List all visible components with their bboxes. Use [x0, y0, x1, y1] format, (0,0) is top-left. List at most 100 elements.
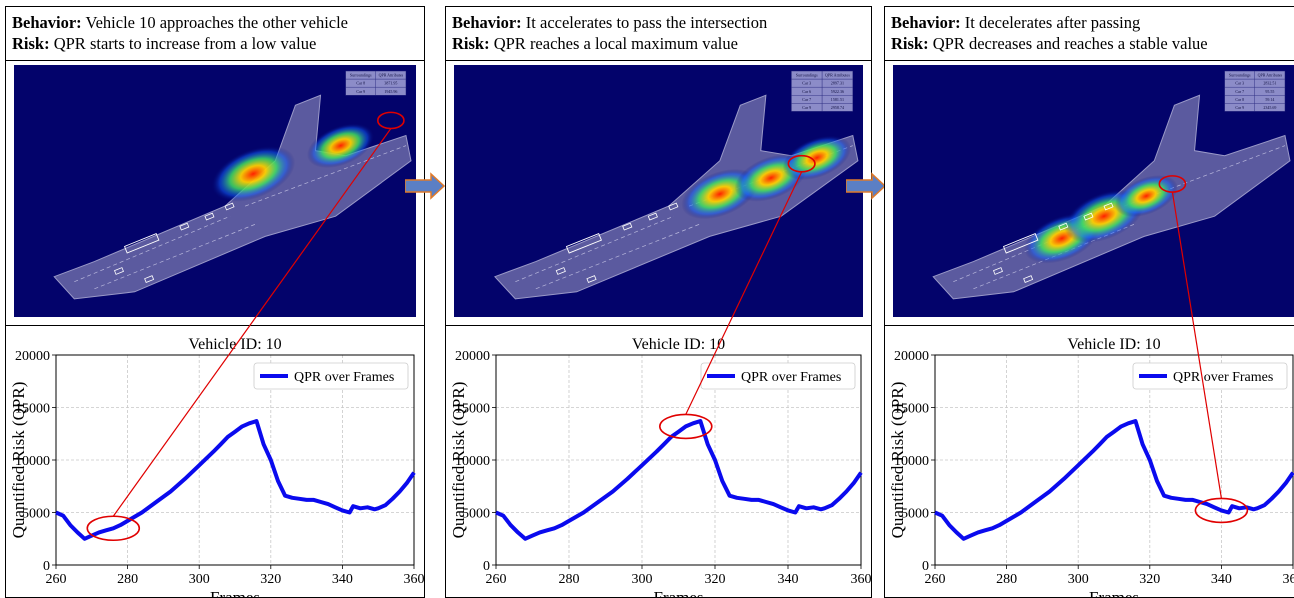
table-header-text: QPR Attributes — [1258, 73, 1283, 78]
x-tick-label: 340 — [332, 572, 353, 587]
table-header-text: Surroundings — [1229, 73, 1251, 78]
y-tick-label: 15000 — [894, 402, 929, 417]
qpr-attributes-table: Surroundings QPR Attributes Car 3 2897.31 Ca… — [791, 70, 853, 112]
behavior-text: It accelerates to pass the intersection — [525, 13, 768, 32]
y-tick-label: 5000 — [901, 507, 929, 522]
bev-risk-map: Surroundings QPR Attributes Car 8 3871.95 Ca… — [14, 65, 416, 317]
table-cell-text: 1945.96 — [384, 89, 397, 94]
qpr-chart-svg: Vehicle ID: 10 260 280 300 320 340 360 0 5000 100… — [449, 336, 872, 598]
table-cell-text: Car 9 — [1235, 105, 1244, 110]
qpr-series-line — [495, 419, 863, 541]
vehicle-box — [647, 212, 658, 221]
right-arrow-icon — [404, 172, 446, 200]
map-frame: Surroundings QPR Attributes Car 8 3871.95 Ca… — [6, 61, 424, 326]
table-header-text: Surroundings — [796, 73, 818, 78]
x-tick-label: 320 — [705, 572, 726, 587]
qpr-attributes-table: Surroundings QPR Attributes Car 3 2832.51 Ca… — [1224, 70, 1286, 112]
x-tick-label: 360 — [404, 572, 425, 587]
risk-text: QPR decreases and reaches a stable value — [932, 34, 1208, 53]
x-tick-label: 280 — [117, 572, 138, 587]
y-tick-label: 15000 — [15, 402, 50, 417]
y-tick-label: 5000 — [22, 507, 50, 522]
chart-title: Vehicle ID: 10 — [188, 336, 281, 353]
table-cell-text: 2832.51 — [1263, 81, 1276, 86]
risk-label: Risk: — [452, 34, 490, 53]
qpr-chart: Vehicle ID: 10 260 280 300 320 340 360 0 5000 100… — [885, 325, 1294, 598]
panel-1: Behavior: Vehicle 10 approaches the othe… — [5, 6, 425, 598]
y-tick-label: 20000 — [15, 349, 50, 364]
bev-risk-map: Surroundings QPR Attributes Car 3 2832.51 Ca… — [893, 65, 1294, 317]
table-cell-text: 5922.36 — [831, 89, 844, 94]
risk-heat-blob — [782, 135, 852, 181]
y-tick-label: 10000 — [15, 454, 50, 469]
table-header-text: Surroundings — [350, 73, 372, 78]
qpr-chart-svg: Vehicle ID: 10 260 280 300 320 340 360 0 5000 100… — [9, 336, 425, 598]
table-cell-text: 2897.31 — [831, 81, 844, 86]
y-tick-label: 15000 — [455, 402, 490, 417]
x-tick-label: 280 — [996, 572, 1017, 587]
table-cell — [1254, 103, 1286, 112]
qpr-series-line — [55, 419, 416, 541]
vehicle-box — [1103, 202, 1114, 211]
panel-2: Behavior: It accelerates to pass the int… — [445, 6, 872, 598]
table-cell-text: Car 3 — [1235, 81, 1244, 86]
panel-header: Behavior: It accelerates to pass the int… — [446, 7, 871, 61]
x-tick-label: 360 — [851, 572, 872, 587]
table-cell-text: Car 8 — [356, 81, 365, 86]
panel-header: Behavior: It decelerates after passing R… — [885, 7, 1294, 61]
vehicle-box — [668, 202, 679, 211]
table-header-text: QPR Attributes — [379, 73, 404, 78]
qpr-chart: Vehicle ID: 10 260 280 300 320 340 360 0 5000 100… — [6, 325, 425, 598]
panel-header: Behavior: Vehicle 10 approaches the othe… — [6, 7, 424, 61]
behavior-label: Behavior: — [452, 13, 522, 32]
map-frame: Surroundings QPR Attributes Car 3 2832.51 Ca… — [885, 61, 1294, 326]
vehicle-box — [1083, 212, 1094, 221]
risk-label: Risk: — [12, 34, 50, 53]
table-cell-text: 1581.51 — [831, 97, 844, 102]
x-axis-label: Frames — [210, 588, 260, 598]
risk-heat-blob — [1114, 175, 1178, 217]
x-tick-label: 300 — [632, 572, 653, 587]
vehicle-box — [1058, 222, 1069, 231]
table-cell-text: Car 9 — [356, 89, 365, 94]
x-tick-label: 260 — [486, 572, 507, 587]
y-axis-label: Quantified Risk (QPR) — [449, 382, 468, 539]
qpr-series-line — [934, 419, 1294, 541]
road-area — [494, 94, 859, 300]
panel-3: Behavior: It decelerates after passing R… — [884, 6, 1294, 598]
bus-box — [565, 233, 602, 254]
chart-title: Vehicle ID: 10 — [632, 336, 725, 353]
y-tick-label: 0 — [483, 559, 490, 574]
x-tick-label: 260 — [925, 572, 946, 587]
table-cell-text: Car 6 — [802, 89, 811, 94]
behavior-label: Behavior: — [891, 13, 961, 32]
vehicle-box — [622, 222, 633, 231]
table-header-text: QPR Attributes — [825, 73, 850, 78]
y-tick-label: 0 — [43, 559, 50, 574]
vehicle-box — [992, 267, 1003, 275]
table-cell-text: Car 3 — [802, 81, 811, 86]
x-tick-label: 320 — [260, 572, 281, 587]
bus-box — [1002, 233, 1039, 254]
map-frame: Surroundings QPR Attributes Car 3 2897.31 Ca… — [446, 61, 871, 326]
table-cell-text: 2345.69 — [1263, 105, 1276, 110]
chart-title: Vehicle ID: 10 — [1067, 336, 1160, 353]
legend-label: QPR over Frames — [294, 370, 394, 385]
y-tick-label: 20000 — [455, 349, 490, 364]
y-tick-label: 0 — [922, 559, 929, 574]
table-cell-text: 2958.74 — [831, 105, 844, 110]
table-cell-text: 3871.95 — [384, 81, 397, 86]
qpr-attributes-table: Surroundings QPR Attributes Car 8 3871.95 Ca… — [345, 70, 407, 96]
behavior-text: It decelerates after passing — [964, 13, 1141, 32]
ego-highlight-circle — [377, 111, 405, 130]
x-tick-label: 280 — [559, 572, 580, 587]
x-axis-label: Frames — [653, 588, 703, 598]
bev-risk-map: Surroundings QPR Attributes Car 3 2897.31 Ca… — [454, 65, 863, 317]
legend-label: QPR over Frames — [741, 370, 841, 385]
vehicle-box — [555, 267, 566, 275]
table-cell — [375, 86, 407, 96]
y-axis-label: Quantified Risk (QPR) — [9, 382, 28, 539]
x-tick-label: 300 — [189, 572, 210, 587]
table-cell-text: 95.55 — [1265, 89, 1274, 94]
x-axis-label: Frames — [1089, 588, 1139, 598]
